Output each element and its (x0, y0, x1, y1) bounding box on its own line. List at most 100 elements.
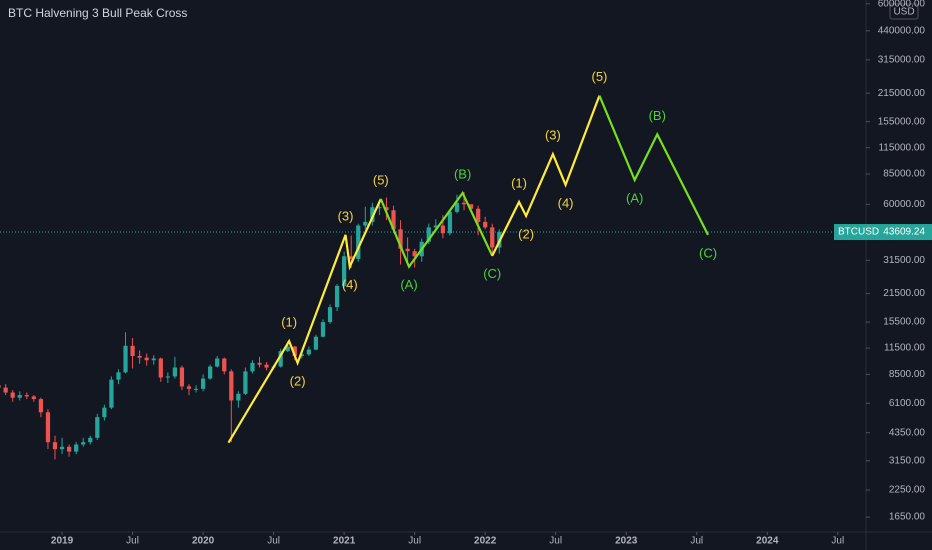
wave-label: (B) (454, 166, 471, 181)
candle-body (236, 393, 241, 401)
candle-body (165, 376, 170, 378)
candle-body (81, 442, 86, 445)
candle-body (109, 379, 114, 408)
y-tick-label: 315000.00 (878, 55, 926, 66)
y-tick-label: 85000.00 (883, 169, 925, 180)
candle-body (398, 229, 403, 249)
wave-line (598, 95, 710, 236)
candle-body (426, 227, 431, 242)
y-tick-label: 8500.00 (889, 369, 926, 380)
wave-label: (3) (545, 128, 561, 143)
x-tick-label: Jul (408, 536, 421, 547)
candle-body (137, 355, 142, 358)
candle-body (454, 202, 460, 212)
candle-body (476, 208, 481, 222)
chart-title: BTC Halvening 3 Bull Peak Cross (8, 6, 187, 20)
wave-label: (A) (626, 190, 643, 205)
y-tick-label: 15500.00 (883, 317, 925, 328)
wave-label: (5) (373, 172, 389, 187)
candle-body (95, 417, 100, 438)
candle-body (208, 366, 213, 379)
wave-label: (B) (649, 108, 666, 123)
candle-body (483, 221, 488, 228)
candle-body (342, 256, 347, 286)
wave-line (379, 190, 494, 269)
candle-body (88, 437, 93, 443)
candle-body (158, 358, 163, 378)
candle-body (116, 372, 121, 380)
candle-body (292, 346, 297, 356)
candle-body (377, 207, 382, 209)
wave-line (227, 198, 382, 444)
y-tick-label: 600000.00 (878, 0, 926, 9)
candle-body (278, 351, 283, 367)
candle-body (200, 378, 206, 389)
candle-body (490, 227, 495, 248)
y-tick-label: 21500.00 (883, 288, 925, 299)
currency-box[interactable] (889, 3, 919, 20)
y-tick-label: 155000.00 (878, 116, 926, 127)
x-tick-label: 2019 (51, 536, 74, 547)
candle-body (243, 371, 248, 394)
x-tick-label: Jul (126, 536, 139, 547)
y-tick-label: 440000.00 (878, 25, 926, 36)
candle-body (447, 211, 453, 234)
x-tick-label: Jul (267, 536, 280, 547)
candle-body (130, 345, 135, 356)
candle-body (215, 358, 220, 367)
candle-body (349, 256, 354, 259)
y-tick-label: 31500.00 (883, 255, 925, 266)
y-tick-label: 4350.00 (889, 427, 926, 438)
symbol-label: BTCUSD (838, 227, 879, 238)
candle-body (313, 336, 319, 350)
y-tick-label: 3150.00 (889, 455, 926, 466)
candle-body (31, 396, 36, 400)
x-tick-label: 2024 (756, 536, 779, 547)
candle-body (151, 358, 156, 361)
candle-body (24, 395, 29, 397)
candle-body (285, 346, 290, 352)
wave-label: (C) (699, 245, 717, 260)
candle-body (306, 349, 311, 355)
candle-body (320, 322, 326, 337)
candle-body (257, 362, 262, 365)
wave-label: (1) (511, 175, 527, 190)
wave-label: (2) (518, 226, 534, 241)
candle-body (10, 392, 15, 398)
candle-body (327, 307, 333, 323)
candle-body (193, 388, 199, 390)
candle-body (363, 221, 368, 226)
candle-body (186, 386, 192, 389)
candle-body (433, 225, 438, 228)
currency-label[interactable]: USD (893, 7, 914, 18)
candle-body (229, 371, 234, 401)
candle-body (59, 446, 65, 450)
candle-body (264, 364, 269, 368)
x-tick-label: Jul (690, 536, 703, 547)
y-tick-label: 1650.00 (889, 512, 926, 523)
wave-label: (C) (483, 266, 501, 281)
y-tick-label: 115000.00 (878, 142, 925, 153)
x-tick-label: 2020 (192, 536, 215, 547)
candle-body (334, 285, 340, 308)
last-price-box (834, 224, 932, 241)
y-tick-label: 2250.00 (889, 485, 926, 496)
candle-body (123, 345, 128, 373)
y-tick-label: 11500.00 (884, 343, 925, 354)
candle-body (52, 442, 58, 450)
candle-body (3, 387, 8, 393)
candle-body (468, 204, 474, 209)
candle-body (391, 210, 396, 230)
wave-label: (2) (290, 373, 306, 388)
candle-body (412, 251, 417, 257)
x-tick-label: Jul (549, 536, 562, 547)
candle-body (74, 444, 79, 452)
x-tick-label: 2022 (474, 536, 497, 547)
candle-body (38, 399, 44, 413)
y-tick-label: 60000.00 (883, 199, 925, 210)
candle-body (370, 207, 375, 222)
wave-label: (5) (591, 69, 607, 84)
